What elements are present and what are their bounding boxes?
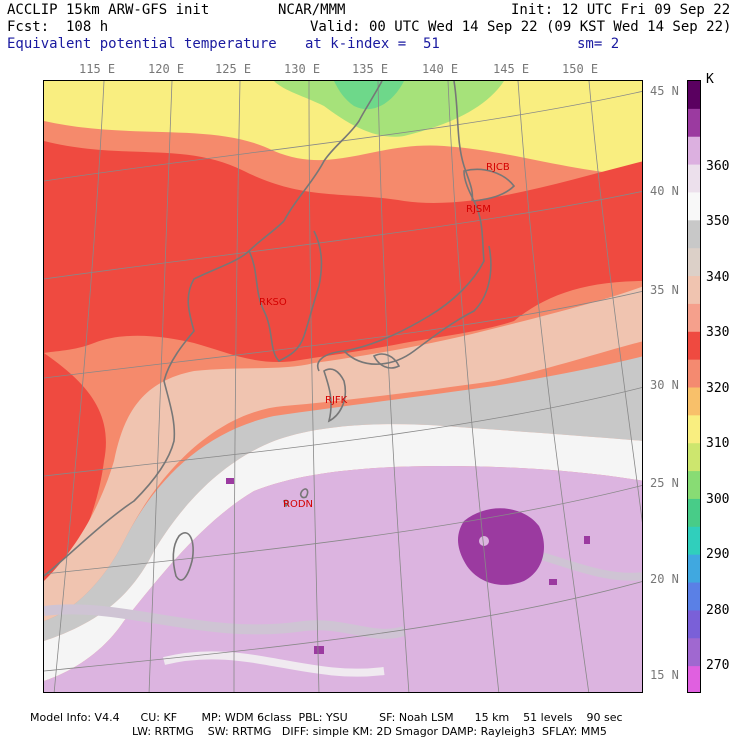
colorbar-segment bbox=[688, 498, 700, 528]
colorbar-segment bbox=[688, 359, 700, 388]
colorbar-segment bbox=[688, 638, 700, 667]
colorbar-segment bbox=[688, 303, 700, 333]
colorbar-segment bbox=[688, 526, 700, 556]
colorbar bbox=[687, 80, 701, 693]
station-label: RJCB bbox=[486, 162, 510, 173]
lat-label: 45 N bbox=[650, 84, 679, 98]
lat-label: 15 N bbox=[650, 668, 679, 682]
valid-time: Valid: 00 UTC Wed 14 Sep 22 (09 KST Wed … bbox=[310, 19, 732, 35]
init-time: Init: 12 UTC Fri 09 Sep 22 bbox=[511, 2, 731, 18]
colorbar-segment bbox=[688, 192, 700, 221]
colorbar-segment bbox=[688, 136, 700, 166]
level-label: at k-index = 51 bbox=[305, 36, 440, 52]
lat-label: 35 N bbox=[650, 283, 679, 297]
lon-label: 145 E bbox=[493, 62, 530, 76]
lat-label: 40 N bbox=[650, 184, 679, 198]
map-panel: RJCB RJSM RKSO RJFK RODN bbox=[43, 80, 643, 693]
lat-label: 20 N bbox=[650, 572, 679, 586]
colorbar-segment bbox=[688, 415, 700, 444]
colorbar-segment bbox=[688, 387, 700, 416]
shading-green-dark bbox=[334, 81, 404, 110]
shading-purple-dot bbox=[226, 478, 234, 484]
shading-purple-dot bbox=[584, 536, 590, 544]
colorbar-label: 300 bbox=[706, 492, 730, 507]
colorbar-segment bbox=[688, 108, 700, 138]
colorbar-segment bbox=[688, 554, 700, 584]
station-label: RODN bbox=[283, 499, 313, 510]
lat-label: 25 N bbox=[650, 476, 679, 490]
forecast-hour: Fcst: 108 h bbox=[7, 19, 109, 35]
lon-label: 140 E bbox=[422, 62, 459, 76]
shading-peach bbox=[44, 286, 642, 621]
colorbar-label: 270 bbox=[706, 658, 730, 673]
colorbar-segment bbox=[688, 666, 700, 692]
colorbar-label: 330 bbox=[706, 325, 730, 340]
shading-green bbox=[274, 81, 504, 137]
smoothing-label: sm= 2 bbox=[577, 36, 620, 52]
lon-label: 135 E bbox=[352, 62, 389, 76]
field-name: Equivalent potential temperature bbox=[7, 36, 277, 52]
lon-label: 115 E bbox=[79, 62, 116, 76]
colorbar-label: 350 bbox=[706, 214, 730, 229]
lon-label: 150 E bbox=[562, 62, 599, 76]
colorbar-segment bbox=[688, 582, 700, 611]
colorbar-label: 280 bbox=[706, 603, 730, 618]
equivalent-potential-temperature-map bbox=[44, 81, 642, 692]
colorbar-segment bbox=[688, 81, 700, 110]
colorbar-label: 310 bbox=[706, 436, 730, 451]
shading-purple-dot bbox=[549, 579, 557, 585]
colorbar-label: 290 bbox=[706, 547, 730, 562]
lon-label: 130 E bbox=[284, 62, 321, 76]
colorbar-segment bbox=[688, 331, 700, 361]
station-label: RKSO bbox=[259, 297, 287, 308]
shading-purple bbox=[458, 508, 544, 585]
shading-yellow bbox=[44, 81, 642, 176]
shading-red bbox=[44, 141, 642, 362]
colorbar-label: 320 bbox=[706, 381, 730, 396]
footer-model-info: Model Info: V4.4 CU: KF MP: WDM 6class P… bbox=[30, 711, 623, 724]
colorbar-segment bbox=[688, 443, 700, 472]
colorbar-segment bbox=[688, 164, 700, 193]
colorbar-svg bbox=[688, 81, 700, 692]
model-title: ACCLIP 15km ARW-GFS init bbox=[7, 2, 210, 18]
org-label: NCAR/MMM bbox=[278, 2, 346, 18]
colorbar-segment bbox=[688, 248, 700, 277]
coastlines bbox=[44, 81, 516, 581]
footer-physics-info: LW: RRTMG SW: RRTMG DIFF: simple KM: 2D … bbox=[132, 725, 607, 738]
colorbar-segment bbox=[688, 220, 700, 249]
lon-label: 125 E bbox=[215, 62, 252, 76]
shading-grey bbox=[44, 356, 642, 641]
colorbar-segment bbox=[688, 276, 700, 305]
shading-grey-streak bbox=[44, 604, 406, 639]
colorbar-label: 360 bbox=[706, 159, 730, 174]
shading-purple-dot bbox=[314, 646, 324, 654]
colorbar-unit: K bbox=[706, 72, 714, 87]
station-label: RJSM bbox=[466, 204, 491, 215]
shading-hole bbox=[479, 536, 489, 546]
colorbar-segment bbox=[688, 610, 700, 639]
station-label: RJFK bbox=[325, 395, 348, 406]
colorbar-label: 340 bbox=[706, 270, 730, 285]
colorbar-segment bbox=[688, 471, 700, 500]
lat-label: 30 N bbox=[650, 378, 679, 392]
lon-label: 120 E bbox=[148, 62, 185, 76]
shading-white bbox=[44, 424, 642, 681]
